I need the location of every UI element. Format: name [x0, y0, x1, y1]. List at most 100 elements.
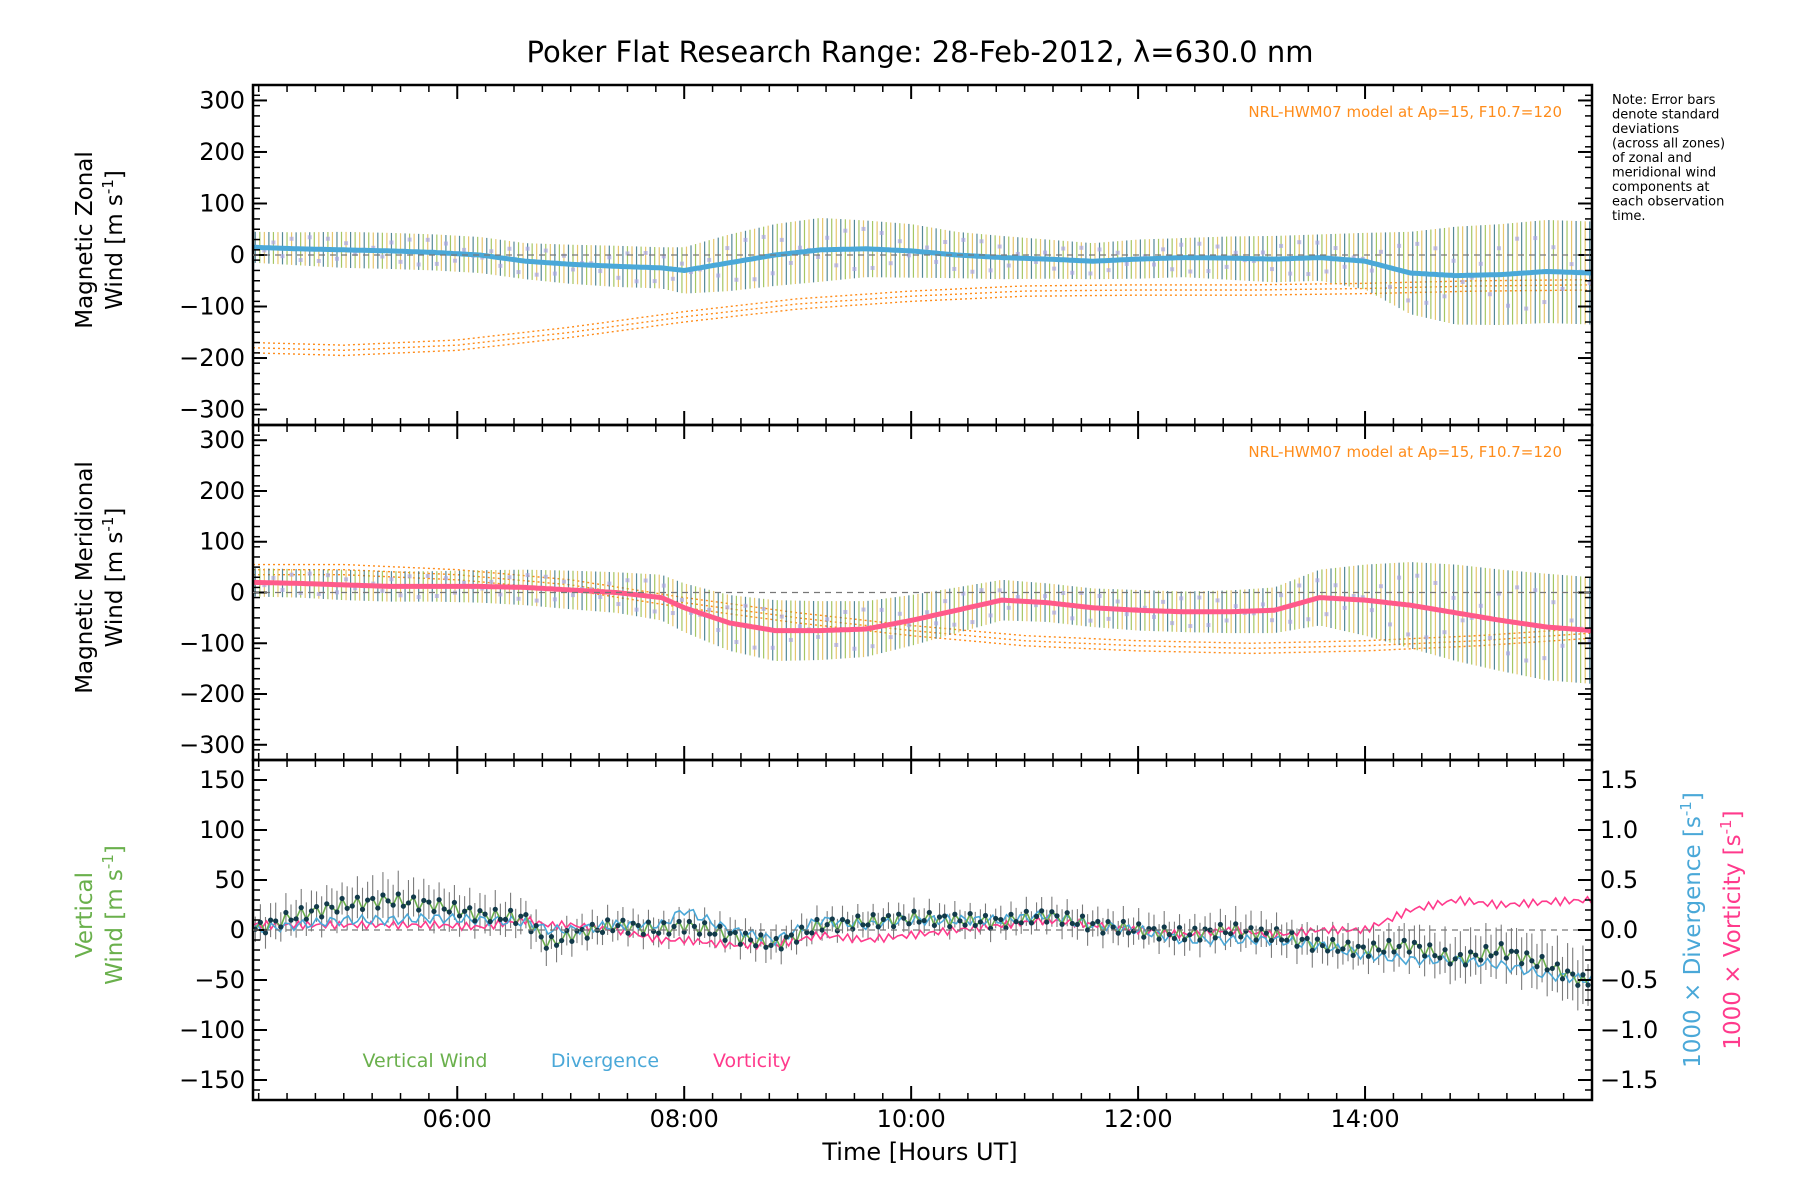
vertical-wind-point: [308, 908, 315, 914]
vertical-wind-point: [1539, 953, 1545, 960]
vertical-wind-point: [416, 907, 422, 913]
vertical-wind-point: [1478, 957, 1484, 963]
zone-point: [652, 279, 657, 284]
zone-point: [1170, 621, 1175, 626]
zone-point: [462, 247, 467, 252]
vertical-wind-point: [1529, 958, 1535, 964]
vertical-wind-point: [1422, 953, 1428, 959]
y-tick-label: 0: [230, 579, 245, 607]
zone-point: [1297, 583, 1302, 588]
zone-point: [661, 583, 666, 588]
vertical-wind-point: [288, 917, 294, 923]
vertical-wind-point: [1340, 946, 1346, 952]
zone-point: [1124, 261, 1129, 266]
vertical-wind-point: [1049, 909, 1055, 915]
zone-point: [289, 572, 294, 577]
zone-point: [344, 241, 349, 246]
zone-point: [1306, 272, 1311, 277]
vertical-wind-point: [778, 946, 784, 952]
vertical-wind-point: [1559, 976, 1566, 982]
vertical-wind-point: [441, 906, 447, 912]
zone-point: [1487, 292, 1492, 297]
chart-title: Poker Flat Research Range: 28-Feb-2012, …: [527, 35, 1314, 69]
vertical-wind-point: [1115, 930, 1121, 936]
zone-point: [298, 258, 303, 263]
note-line: components at: [1612, 180, 1710, 195]
vertical-wind-point: [681, 929, 687, 935]
vertical-wind-point: [1176, 924, 1183, 931]
zone-point: [489, 579, 494, 584]
zone-point: [1569, 618, 1574, 623]
zone-point: [262, 583, 267, 588]
zone-point: [1151, 262, 1156, 267]
vertical-wind-point: [574, 928, 580, 934]
vertical-wind-point: [518, 913, 524, 919]
zone-point: [943, 599, 948, 604]
vertical-wind-point: [972, 922, 978, 929]
vertical-wind-point: [896, 911, 902, 917]
vertical-wind-point: [865, 922, 871, 928]
vertical-wind-point: [497, 916, 503, 922]
vertical-wind-point: [640, 931, 646, 937]
zone-point: [353, 586, 358, 591]
y-tick-label: 200: [199, 138, 245, 166]
vertical-wind-point: [880, 916, 886, 922]
zone-point: [425, 237, 430, 242]
zone-point: [1224, 618, 1229, 623]
plot-area: [252, 562, 1593, 684]
vertical-wind-point: [1028, 920, 1035, 926]
zone-point: [407, 237, 412, 242]
y2-tick-label: 0.5: [1600, 866, 1638, 894]
vertical-wind-point: [283, 909, 289, 916]
vertical-wind-point: [712, 931, 718, 937]
zone-point: [825, 235, 830, 240]
y-tick-label: 0: [230, 916, 245, 944]
vertical-wind-point: [1054, 913, 1060, 919]
vertical-wind-point: [1427, 942, 1433, 948]
zone-point: [280, 254, 285, 259]
zone-point: [679, 597, 684, 602]
zone-point: [743, 237, 748, 242]
zone-point: [1142, 605, 1147, 610]
y2-tick-label: −0.5: [1600, 966, 1658, 994]
zone-point: [1569, 262, 1574, 267]
zone-point: [816, 634, 821, 639]
vertical-wind-point: [1085, 927, 1091, 933]
vertical-wind-point: [370, 895, 376, 902]
y2-tick-label: 1.0: [1600, 816, 1638, 844]
zone-point: [661, 254, 666, 259]
vertical-wind-point: [1319, 942, 1326, 949]
vertical-wind-point: [1365, 953, 1372, 959]
vertical-wind-point: [267, 917, 274, 923]
zone-point: [652, 609, 657, 614]
zone-point: [344, 577, 349, 582]
zone-point: [716, 628, 721, 633]
zone-point: [1006, 263, 1011, 268]
vertical-panel: 150 100 50 0 −50 −100 −150 1.5 1.0 0.5 0.0 −0.5 −1.0…: [72, 758, 1746, 1102]
zone-point: [498, 263, 503, 268]
vertical-wind-point: [1217, 921, 1223, 928]
vertical-wind-point: [845, 918, 851, 925]
zone-point: [434, 594, 439, 599]
zone-point: [1324, 269, 1329, 274]
vertical-wind-point: [855, 913, 861, 919]
zone-point: [1478, 261, 1483, 266]
vertical-wind-point: [1299, 936, 1305, 942]
zone-point: [1061, 246, 1066, 251]
vertical-wind-point: [1416, 943, 1423, 949]
zone-point: [534, 272, 539, 277]
vertical-wind-point: [1325, 948, 1331, 954]
vertical-wind-point: [1452, 956, 1458, 962]
y-tick-label: −200: [179, 680, 245, 708]
vertical-wind-point: [1386, 937, 1392, 944]
zone-point: [1260, 250, 1265, 255]
zone-point: [1188, 269, 1193, 274]
zone-point: [843, 609, 848, 614]
vertical-wind-point: [870, 912, 876, 918]
vertical-wind-point: [1350, 952, 1356, 958]
zone-point: [1288, 619, 1293, 624]
vertical-wind-point: [1544, 967, 1550, 973]
vertical-wind-point: [1309, 947, 1315, 953]
zone-point: [988, 613, 993, 618]
vertical-wind-point: [1136, 921, 1142, 927]
